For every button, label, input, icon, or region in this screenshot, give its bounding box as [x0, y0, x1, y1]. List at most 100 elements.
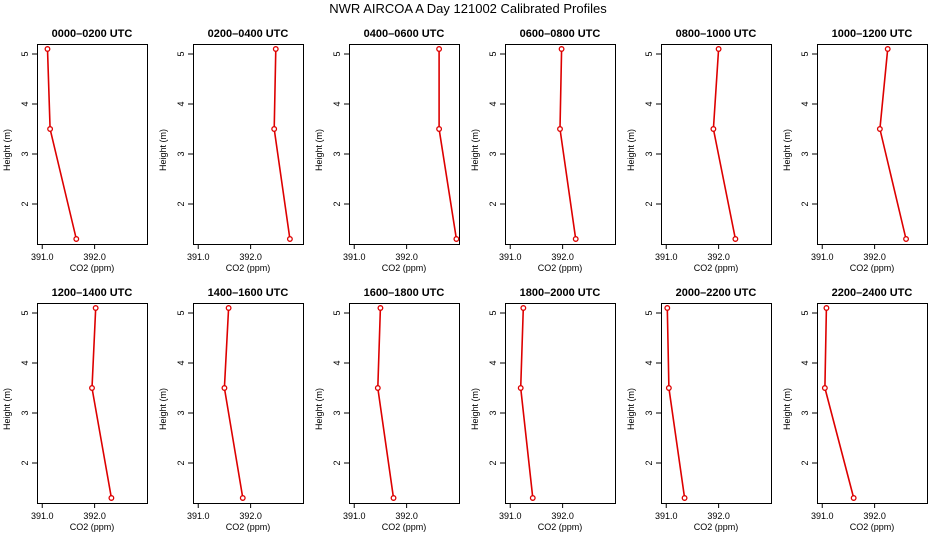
y-tick-label: 3 [644, 410, 654, 415]
y-tick-label: 2 [332, 460, 342, 465]
y-tick-label: 4 [176, 360, 186, 365]
x-axis-label: CO2 (ppm) [850, 522, 895, 532]
x-tick-label: 391.0 [655, 252, 678, 262]
data-point [272, 46, 279, 52]
x-tick-label: 391.0 [655, 511, 678, 521]
data-point [47, 126, 54, 132]
x-tick-label: 392.0 [395, 252, 418, 262]
y-tick-label: 5 [488, 51, 498, 56]
y-axis-label: Height (m) [2, 388, 12, 430]
data-point [520, 305, 527, 311]
chart-title: 0800–1000 UTC [676, 28, 757, 40]
data-point [286, 236, 293, 242]
series-line [376, 307, 395, 499]
data-point [710, 126, 717, 132]
plot-frame [37, 44, 148, 245]
y-axis-label: Height (m) [314, 388, 324, 430]
data-point [876, 126, 883, 132]
data-point [823, 305, 830, 311]
chart-title: 1000–1200 UTC [832, 28, 913, 40]
y-tick-label: 5 [20, 51, 30, 56]
data-point [821, 385, 828, 391]
y-tick-label: 3 [800, 410, 810, 415]
data-point [436, 126, 443, 132]
data-point [732, 236, 739, 242]
data-point [377, 305, 384, 311]
y-tick-label: 3 [176, 151, 186, 156]
chart-title: 1800–2000 UTC [520, 287, 601, 299]
plot-frame [349, 303, 460, 504]
data-point [884, 46, 891, 52]
x-axis-label: CO2 (ppm) [694, 522, 739, 532]
data-point [73, 236, 80, 242]
x-axis-label: CO2 (ppm) [70, 263, 115, 273]
x-axis-label: CO2 (ppm) [226, 522, 271, 532]
x-tick-label: 391.0 [811, 511, 834, 521]
data-point [529, 495, 536, 501]
data-point [92, 305, 99, 311]
y-tick-label: 2 [20, 201, 30, 206]
y-axis-label: Height (m) [626, 388, 636, 430]
x-tick-label: 391.0 [187, 511, 210, 521]
plot-frame [37, 303, 148, 504]
data-point [390, 495, 397, 501]
y-tick-label: 5 [800, 51, 810, 56]
plot-frame [193, 44, 304, 245]
series-line [273, 48, 291, 240]
y-tick-label: 2 [176, 201, 186, 206]
x-axis-label: CO2 (ppm) [226, 263, 271, 273]
chart-title: 2200–2400 UTC [832, 287, 913, 299]
y-tick-label: 3 [332, 410, 342, 415]
series-line [712, 48, 737, 240]
data-point [453, 236, 460, 242]
y-axis-label: Height (m) [782, 129, 792, 171]
data-point [558, 46, 565, 52]
y-tick-label: 2 [332, 201, 342, 206]
x-tick-label: 392.0 [551, 252, 574, 262]
y-axis-label: Height (m) [470, 129, 480, 171]
data-point [221, 385, 228, 391]
data-point [239, 495, 246, 501]
y-tick-label: 4 [800, 360, 810, 365]
chart-title: 0400–0600 UTC [364, 28, 445, 40]
y-axis-label: Height (m) [158, 129, 168, 171]
series-line [91, 307, 113, 499]
x-tick-label: 392.0 [707, 511, 730, 521]
x-tick-label: 392.0 [395, 511, 418, 521]
plot-frame [505, 44, 616, 245]
data-point [715, 46, 722, 52]
y-tick-label: 3 [800, 151, 810, 156]
x-tick-label: 392.0 [863, 511, 886, 521]
series-line [666, 307, 686, 499]
y-tick-label: 3 [20, 151, 30, 156]
y-tick-label: 3 [176, 410, 186, 415]
y-axis-label: Height (m) [314, 129, 324, 171]
y-tick-label: 2 [20, 460, 30, 465]
data-point [572, 236, 579, 242]
chart-title: 2000–2200 UTC [676, 287, 757, 299]
y-tick-label: 2 [488, 201, 498, 206]
x-tick-label: 392.0 [707, 252, 730, 262]
y-tick-label: 3 [488, 151, 498, 156]
y-tick-label: 5 [644, 51, 654, 56]
data-point [665, 385, 672, 391]
y-tick-label: 2 [800, 201, 810, 206]
x-axis-label: CO2 (ppm) [382, 522, 427, 532]
data-point [903, 236, 909, 242]
y-tick-label: 5 [644, 310, 654, 315]
chart-title: 0000–0200 UTC [52, 28, 133, 40]
data-point [850, 495, 857, 501]
plot-frame [817, 44, 928, 245]
y-tick-label: 4 [332, 360, 342, 365]
y-tick-label: 2 [488, 460, 498, 465]
chart-title: 0200–0400 UTC [208, 28, 289, 40]
y-tick-label: 2 [644, 460, 654, 465]
x-tick-label: 391.0 [811, 252, 834, 262]
data-point [517, 385, 524, 391]
